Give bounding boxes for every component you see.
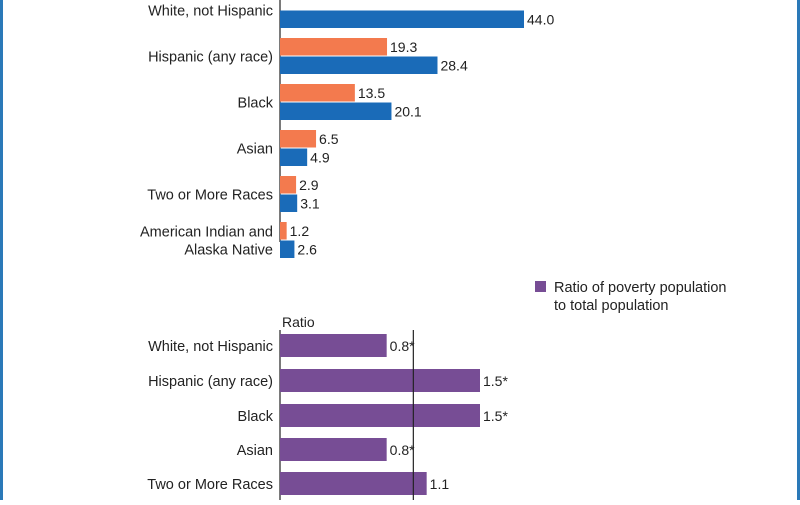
ratio-value-label-two-or-more-races: 1.1: [430, 476, 450, 492]
value-label-asian-series-1: 6.5: [319, 131, 339, 147]
bar-black-series-1: [280, 84, 355, 102]
bar-two-or-more-races-series-1: [280, 176, 297, 194]
ratio-value-label-white-not-hispanic: 0.8*: [390, 338, 415, 354]
value-label-black-series-2: 20.1: [394, 104, 421, 120]
category-label-asian: Asian: [237, 142, 273, 158]
ratio-category-label-black: Black: [238, 409, 274, 425]
frame-border-right: [797, 0, 800, 500]
category-label-black: Black: [238, 96, 274, 112]
value-label-american-indian-and-alaska-native-series-2: 2.6: [297, 242, 317, 258]
ratio-value-label-hispanic-any-race: 1.5*: [483, 373, 508, 389]
bar-white-not-hispanic-series-2: [280, 10, 524, 28]
category-label-american-indian-and-alaska-native-line-1: American Indian and: [140, 225, 273, 241]
bottom-ratio-chart: White, not Hispanic 0.8* Hispanic (any rac…: [147, 330, 508, 500]
ratio-bar-hispanic-any-race: [280, 369, 480, 392]
ratio-category-label-hispanic-any-race: Hispanic (any race): [148, 374, 273, 390]
bar-black-series-2: [280, 102, 392, 120]
bar-american-indian-and-alaska-native-series-2: [280, 240, 295, 258]
ratio-bar-white-not-hispanic: [280, 334, 387, 357]
bar-asian-series-1: [280, 130, 317, 148]
ratio-category-label-asian: Asian: [237, 443, 273, 459]
ratio-category-label-two-or-more-races: Two or More Races: [147, 477, 273, 493]
legend-swatch-ratio: [535, 281, 546, 292]
category-label-hispanic-any-race: Hispanic (any race): [148, 50, 273, 66]
value-label-black-series-1: 13.5: [358, 85, 385, 101]
value-label-asian-series-2: 4.9: [310, 150, 330, 166]
bar-hispanic-any-race-series-2: [280, 56, 438, 74]
ratio-value-label-black: 1.5*: [483, 408, 508, 424]
ratio-bar-two-or-more-races: [280, 472, 427, 495]
ratio-bar-asian: [280, 438, 387, 461]
value-label-white-not-hispanic-series-2: 44.0: [527, 12, 554, 28]
category-label-american-indian-and-alaska-native-line-2: Alaska Native: [184, 243, 273, 259]
category-label-white-not-hispanic: White, not Hispanic: [148, 4, 273, 20]
ratio-bar-black: [280, 404, 480, 427]
value-label-hispanic-any-race-series-1: 19.3: [390, 39, 417, 55]
bar-two-or-more-races-series-2: [280, 194, 298, 212]
ratio-value-label-asian: 0.8*: [390, 442, 415, 458]
ratio-category-label-white-not-hispanic: White, not Hispanic: [148, 339, 273, 355]
value-label-two-or-more-races-series-1: 2.9: [299, 177, 319, 193]
bar-american-indian-and-alaska-native-series-1: [280, 222, 287, 240]
legend-label-line-2: to total population: [554, 298, 668, 314]
ratio-legend: Ratio of poverty population to total pop…: [535, 280, 727, 314]
ratio-axis-title: Ratio: [282, 314, 315, 330]
bar-asian-series-2: [280, 148, 308, 166]
value-label-american-indian-and-alaska-native-series-1: 1.2: [290, 223, 310, 239]
category-label-two-or-more-races: Two or More Races: [147, 188, 273, 204]
legend-label-line-1: Ratio of poverty population: [554, 280, 727, 296]
bar-hispanic-any-race-series-1: [280, 38, 388, 56]
value-label-hispanic-any-race-series-2: 28.4: [440, 58, 467, 74]
value-label-two-or-more-races-series-2: 3.1: [300, 196, 320, 212]
top-bar-chart: White, not Hispanic 44.0 Hispanic (any rac…: [140, 0, 554, 259]
frame-border-left: [0, 0, 3, 500]
